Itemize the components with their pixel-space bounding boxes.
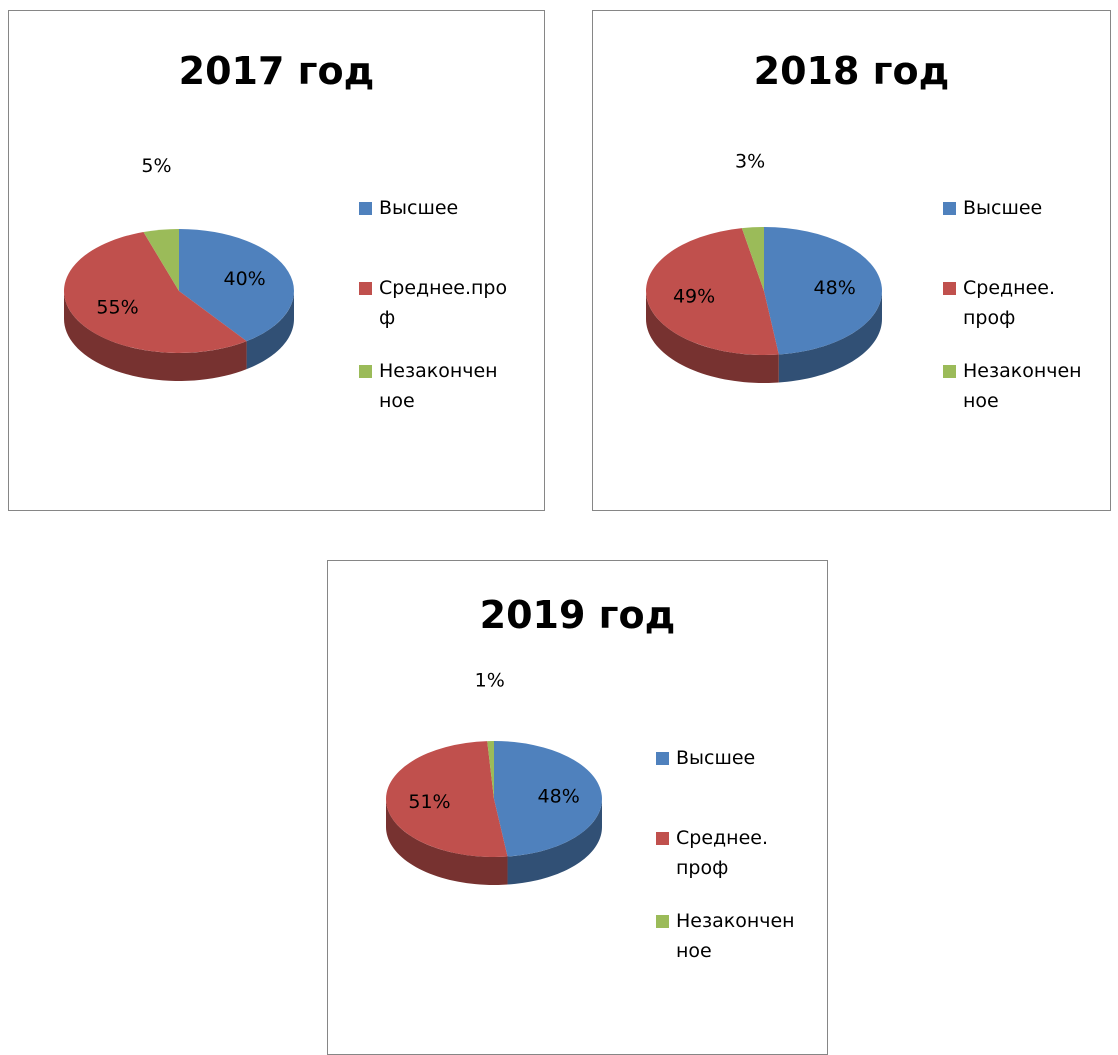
pie-slice: [487, 741, 494, 799]
legend-swatch: [656, 752, 669, 765]
legend-item: Незаконченное: [359, 356, 509, 416]
pie-slice: [63, 232, 247, 354]
chart: 48% 51% 1% Высшее Среднее. проф Незаконченное…: [327, 560, 828, 1055]
legend-swatch: [656, 832, 669, 845]
legend-swatch: [943, 202, 956, 215]
pie-side: [64, 291, 247, 381]
legend-item: Среднее. проф: [943, 273, 1093, 333]
pie-plot: 40% 55% 5%: [63, 155, 294, 381]
legend-item: Высшее: [656, 743, 806, 773]
data-label: 48%: [538, 785, 580, 807]
chart: 48% 49% 3% Высшее Среднее. проф Незаконченное…: [592, 10, 1111, 511]
legend-swatch: [359, 202, 372, 215]
pie-slice: [385, 741, 508, 857]
pie-side: [246, 291, 294, 370]
data-label: 3%: [735, 150, 765, 172]
pie-slice: [143, 229, 179, 291]
legend-swatch: [359, 365, 372, 378]
data-label: 49%: [673, 286, 715, 308]
legend-label: Среднее.проф: [379, 277, 508, 329]
legend-item: Незаконченное: [943, 356, 1093, 416]
data-label: 55%: [96, 296, 138, 318]
pie-slice: [494, 741, 603, 857]
legend-swatch: [656, 915, 669, 928]
data-label: 40%: [224, 268, 266, 290]
pie-side: [646, 291, 779, 383]
chart: 40% 55% 5% Высшее Среднее.проф Незаконченное 2…: [8, 10, 545, 511]
legend-item: Среднее. проф: [656, 823, 806, 883]
legend-label: Высшее: [963, 197, 1043, 219]
pie-side: [386, 799, 508, 885]
pie-slice: [764, 227, 882, 355]
legend-label: Среднее. проф: [676, 827, 768, 879]
legend-label: Среднее. проф: [963, 277, 1055, 329]
pie-plot: 48% 51% 1%: [385, 669, 603, 885]
legend-item: Высшее: [359, 193, 509, 223]
legend-item: Незаконченное: [656, 906, 806, 966]
chart-title: 2019 год: [479, 593, 676, 637]
legend-swatch: [359, 282, 372, 295]
legend-swatch: [943, 365, 956, 378]
data-label: 1%: [475, 669, 505, 691]
legend-item: Высшее: [943, 193, 1093, 223]
legend-label: Незаконченное: [963, 360, 1082, 412]
legend-label: Незаконченное: [676, 910, 795, 962]
pie-side: [507, 799, 602, 885]
pie-slice: [179, 229, 294, 342]
chart-title: 2018 год: [753, 49, 950, 93]
pie-slice: [741, 227, 764, 291]
pie-side: [778, 291, 882, 383]
chart-title: 2017 год: [178, 49, 375, 93]
legend-label: Незаконченное: [379, 360, 498, 412]
legend-swatch: [943, 282, 956, 295]
legend-item: Среднее.проф: [359, 273, 509, 333]
pie-plot: 48% 49% 3%: [646, 150, 882, 383]
legend-label: Высшее: [676, 747, 756, 769]
data-label: 48%: [814, 277, 856, 299]
legend-label: Высшее: [379, 197, 459, 219]
data-label: 5%: [141, 155, 171, 177]
data-label: 51%: [408, 791, 450, 813]
pie-slice: [646, 228, 779, 355]
